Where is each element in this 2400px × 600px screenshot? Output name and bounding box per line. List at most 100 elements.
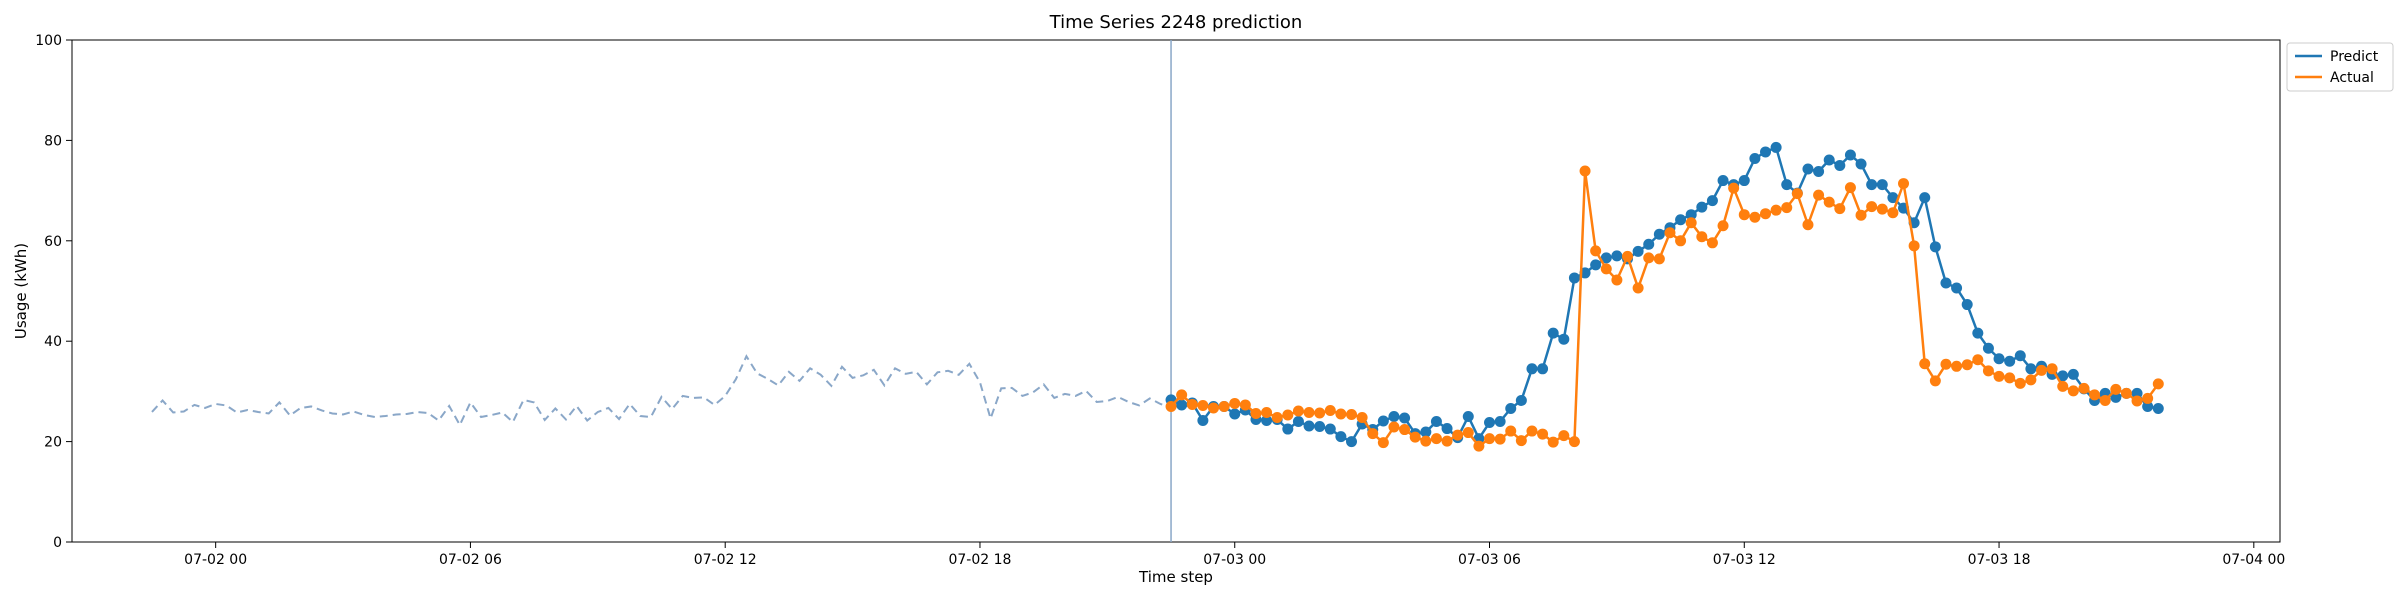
actual-point bbox=[1197, 399, 1209, 411]
predict-point bbox=[1335, 431, 1347, 443]
predict-point bbox=[1430, 416, 1442, 428]
actual-point bbox=[2078, 382, 2090, 394]
predict-point bbox=[1484, 417, 1496, 429]
predict-point bbox=[1834, 160, 1846, 171]
x-tick-label: 07-02 18 bbox=[948, 552, 1011, 568]
y-axis: 0 20 40 60 80 100 bbox=[35, 33, 72, 551]
predict-point bbox=[1632, 245, 1644, 257]
actual-point bbox=[2120, 387, 2132, 399]
actual-series-line bbox=[1170, 170, 2160, 448]
predict-point bbox=[1706, 195, 1718, 207]
actual-point bbox=[1951, 360, 1963, 372]
actual-point bbox=[1749, 211, 1761, 223]
x-tick-label: 07-03 06 bbox=[1458, 552, 1521, 568]
y-tick-label: 20 bbox=[44, 435, 62, 451]
predict-point bbox=[1887, 192, 1899, 204]
predict-point bbox=[1282, 423, 1294, 435]
predict-point bbox=[1961, 299, 1973, 311]
actual-point bbox=[1876, 203, 1888, 215]
predict-point bbox=[1749, 152, 1761, 164]
predict-point bbox=[1866, 179, 1878, 191]
predict-point bbox=[2057, 370, 2069, 382]
predict-point bbox=[1643, 238, 1655, 250]
actual-point bbox=[1314, 407, 1326, 419]
predict-point bbox=[2014, 350, 2026, 362]
predict-point bbox=[1346, 436, 1358, 448]
predict-point bbox=[1505, 402, 1517, 414]
actual-point bbox=[1760, 208, 1772, 220]
actual-point bbox=[1982, 365, 1994, 377]
actual-point bbox=[1844, 182, 1856, 194]
actual-point bbox=[1282, 409, 1294, 421]
actual-point bbox=[1611, 274, 1623, 286]
y-tick-label: 100 bbox=[35, 33, 62, 49]
actual-point bbox=[1834, 203, 1846, 215]
actual-point bbox=[2152, 378, 2164, 390]
actual-point bbox=[1324, 404, 1336, 416]
actual-point bbox=[1208, 402, 1220, 414]
predict-point bbox=[1951, 282, 1963, 294]
actual-point bbox=[1176, 389, 1188, 401]
actual-point bbox=[1855, 209, 1867, 221]
y-tick-label: 40 bbox=[44, 334, 62, 350]
actual-point bbox=[1706, 237, 1718, 249]
x-tick-label: 07-03 18 bbox=[1968, 552, 2031, 568]
actual-point bbox=[1738, 209, 1750, 221]
actual-point bbox=[1356, 412, 1368, 423]
actual-point bbox=[1940, 358, 1952, 370]
x-tick-label: 07-02 06 bbox=[439, 552, 502, 568]
actual-point bbox=[1675, 235, 1687, 247]
predict-point bbox=[1494, 416, 1506, 428]
y-axis-label: Usage (kWh) bbox=[12, 243, 30, 339]
predict-point bbox=[1929, 241, 1941, 253]
predict-point bbox=[1738, 175, 1750, 187]
predict-point bbox=[2004, 355, 2016, 367]
actual-point bbox=[1908, 240, 1920, 252]
x-tick-label: 07-02 00 bbox=[184, 552, 247, 568]
predict-point bbox=[1568, 272, 1580, 284]
predict-point bbox=[1611, 250, 1623, 262]
actual-point bbox=[1653, 253, 1665, 265]
actual-point bbox=[1632, 282, 1644, 294]
actual-point bbox=[2046, 363, 2058, 375]
actual-point bbox=[1441, 435, 1453, 447]
actual-point bbox=[1866, 201, 1878, 213]
actual-point bbox=[1547, 436, 1559, 448]
actual-point bbox=[1887, 207, 1899, 219]
y-tick-label: 0 bbox=[53, 535, 62, 551]
predict-point bbox=[1292, 416, 1304, 428]
predict-point bbox=[1760, 146, 1772, 158]
actual-point bbox=[1696, 231, 1708, 243]
actual-point bbox=[2025, 374, 2037, 386]
actual-point bbox=[2036, 364, 2048, 376]
predict-point bbox=[1229, 408, 1241, 420]
predict-point bbox=[1982, 342, 1994, 354]
actual-point bbox=[1781, 202, 1793, 214]
actual-point bbox=[1993, 370, 2005, 382]
legend: Predict Actual bbox=[2286, 42, 2394, 92]
x-tick-label: 07-03 12 bbox=[1713, 552, 1776, 568]
actual-point bbox=[1462, 427, 1474, 439]
predict-point bbox=[1590, 259, 1602, 271]
actual-point bbox=[1791, 188, 1803, 200]
actual-point bbox=[2089, 389, 2101, 401]
actual-point bbox=[1271, 412, 1283, 423]
plot-area bbox=[71, 39, 2281, 543]
actual-point bbox=[1218, 400, 1230, 412]
actual-point bbox=[2131, 395, 2143, 407]
predict-point bbox=[1653, 228, 1665, 240]
actual-point bbox=[1961, 359, 1973, 371]
actual-point bbox=[1250, 407, 1262, 419]
actual-point bbox=[1399, 424, 1411, 436]
actual-point bbox=[1186, 398, 1198, 410]
actual-point bbox=[1537, 428, 1549, 440]
predict-point bbox=[2142, 400, 2154, 412]
predict-point bbox=[1526, 363, 1538, 375]
actual-point bbox=[1335, 408, 1347, 420]
predict-point bbox=[2025, 363, 2037, 375]
actual-point bbox=[1505, 425, 1517, 437]
predict-point bbox=[1813, 166, 1825, 178]
actual-point bbox=[1643, 252, 1655, 264]
predict-point bbox=[1388, 411, 1400, 422]
